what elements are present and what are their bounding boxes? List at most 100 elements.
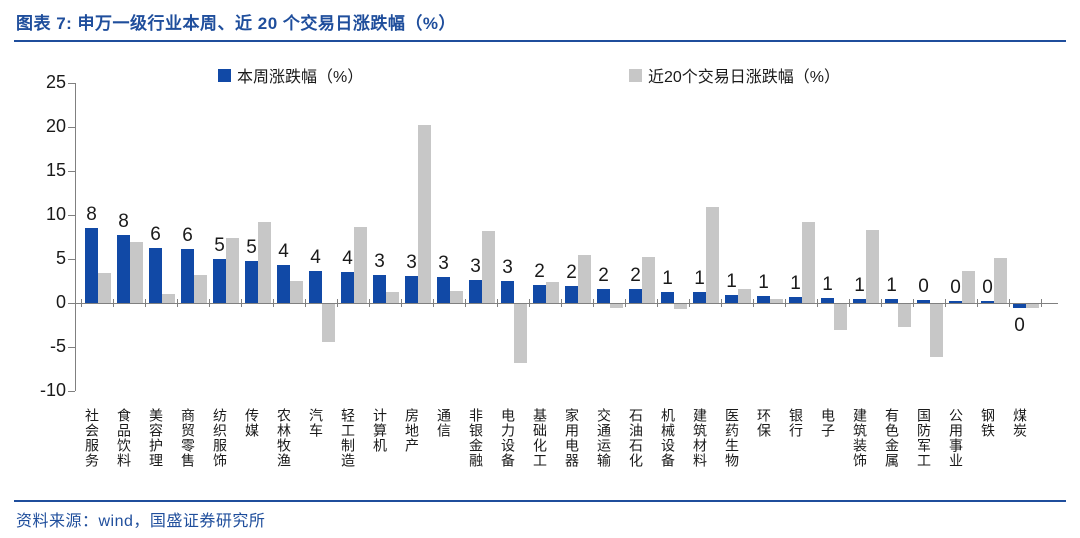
week-value-label: 2 [630, 264, 641, 286]
week-bar [821, 297, 834, 303]
category-label: 电子 [820, 408, 836, 438]
category-label: 美容护理 [148, 408, 164, 468]
category-label: 汽车 [308, 408, 324, 438]
y-axis-tick-label: -10 [39, 380, 66, 400]
week-bar [629, 288, 642, 303]
x-axis-tick [561, 299, 562, 307]
y-axis-tick-label: 0 [55, 292, 66, 312]
y-axis-tick [68, 391, 75, 392]
x-axis-tick [497, 299, 498, 307]
y-axis-tick [68, 259, 75, 260]
category-label: 钢铁 [980, 408, 996, 438]
week-value-label: 3 [374, 250, 385, 272]
20day-bar [226, 237, 239, 303]
category-label: 医药生物 [724, 408, 740, 468]
x-axis-tick [113, 299, 114, 307]
x-axis-tick [593, 299, 594, 307]
week-bar [469, 280, 482, 303]
chart-title: 图表 7: 申万一级行业本周、近 20 个交易日涨跌幅（%） [16, 14, 457, 33]
category-label: 农林牧渔 [276, 408, 292, 468]
week-bar [597, 288, 610, 303]
week-bar [533, 285, 546, 303]
x-axis-tick [81, 299, 82, 307]
20day-bar [706, 207, 719, 303]
20day-bar [834, 304, 847, 330]
week-value-label: 8 [86, 204, 97, 226]
y-axis-tick [68, 127, 75, 128]
category-label: 交通运输 [596, 408, 612, 468]
week-bar [277, 265, 290, 303]
category-label: 银行 [788, 408, 804, 438]
20day-bar [482, 230, 495, 303]
y-axis-tick-label: 10 [45, 204, 66, 224]
week-bar [565, 286, 578, 303]
week-value-label: 6 [150, 223, 161, 245]
20day-bar [610, 304, 623, 308]
week-value-label: 5 [246, 236, 257, 258]
week-bar [885, 298, 898, 303]
20day-bar [930, 304, 943, 357]
20day-bar [386, 291, 399, 303]
x-axis-tick [433, 299, 434, 307]
category-label: 有色金属 [884, 408, 900, 468]
week-bar [693, 292, 706, 303]
20day-bar [546, 281, 559, 303]
week-bar [725, 295, 738, 303]
footer-divider [14, 500, 1066, 502]
x-axis-tick [849, 299, 850, 307]
category-label: 非银金融 [468, 408, 484, 468]
week-bar [149, 247, 162, 303]
week-value-label: 1 [886, 274, 897, 296]
x-axis-tick [753, 299, 754, 307]
category-label: 国防军工 [916, 408, 932, 468]
y-axis-tick-label: 25 [45, 72, 66, 92]
week-bar [789, 296, 802, 303]
y-axis-line [75, 83, 76, 391]
category-label: 家用电器 [564, 408, 580, 468]
category-label: 石油石化 [628, 408, 644, 468]
week-bar [917, 300, 930, 303]
week-value-label: 1 [790, 272, 801, 294]
week-legend-label: 本周涨跌幅（%） [237, 69, 364, 86]
week-bar [1013, 304, 1026, 308]
category-label: 社会服务 [84, 408, 100, 468]
week-value-label: 0 [982, 277, 993, 299]
week-bar [245, 260, 258, 303]
x-axis-tick [625, 299, 626, 307]
week-bar [949, 301, 962, 303]
week-value-label: 3 [470, 256, 481, 278]
y-axis-tick [68, 303, 75, 304]
week-value-label: 1 [662, 267, 673, 289]
y-axis-tick-label: 20 [45, 116, 66, 136]
20day-bar [578, 254, 591, 303]
legend-item-week: 本周涨跌幅（%） [218, 63, 363, 87]
category-label: 建筑装饰 [852, 408, 868, 468]
20day-bar [258, 222, 271, 303]
20day-bar [514, 304, 527, 363]
legend-item-20day: 近20个交易日涨跌幅（%） [629, 63, 840, 87]
x-axis-tick [721, 299, 722, 307]
20day-bar [98, 273, 111, 303]
x-axis-tick [977, 299, 978, 307]
week-value-label: 0 [918, 276, 929, 298]
week-legend-swatch [218, 68, 231, 82]
week-value-label: 2 [534, 261, 545, 283]
x-axis-tick [273, 299, 274, 307]
category-label: 环保 [756, 408, 772, 438]
category-label: 煤炭 [1012, 408, 1028, 438]
x-axis-tick [913, 299, 914, 307]
category-label: 公用事业 [948, 408, 964, 468]
category-label: 房地产 [404, 408, 420, 453]
x-axis-tick [305, 299, 306, 307]
x-axis-tick [145, 299, 146, 307]
week-value-label: 1 [694, 268, 705, 290]
week-value-label: 4 [310, 247, 321, 269]
x-axis-tick [465, 299, 466, 307]
y-axis-tick [68, 171, 75, 172]
x-axis-tick [817, 299, 818, 307]
week-bar [661, 291, 674, 303]
x-axis-tick [1041, 299, 1042, 307]
20day-bar [450, 290, 463, 303]
week-value-label: 1 [822, 273, 833, 295]
category-label: 电力设备 [500, 408, 516, 468]
